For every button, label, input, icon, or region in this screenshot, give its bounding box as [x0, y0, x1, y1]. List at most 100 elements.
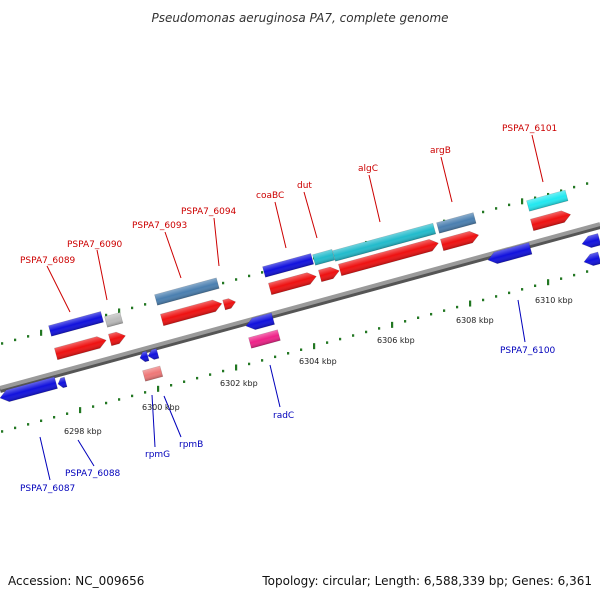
minor-tick [209, 373, 212, 376]
minor-tick [430, 312, 433, 316]
label-leaders [39, 134, 544, 481]
leader-line [96, 249, 108, 301]
minor-tick [248, 362, 251, 366]
cds-row2-a[interactable] [54, 335, 107, 361]
gene-label-pspa7-6093[interactable]: PSPA7_6093 [132, 221, 187, 231]
minor-tick [274, 355, 277, 359]
scale-label: 6304 kbp [299, 357, 337, 366]
minor-tick [1, 430, 4, 433]
minor-tick [183, 380, 186, 383]
gene-label-coabc[interactable]: coaBC [256, 191, 284, 201]
gene-label-pspa7-6100[interactable]: PSPA7_6100 [500, 346, 556, 356]
minor-tick [66, 412, 69, 415]
leader-line [517, 299, 526, 343]
cds-rev-rpmg[interactable] [139, 350, 150, 363]
scale-label: 6302 kbp [220, 379, 258, 388]
minor-tick [365, 330, 368, 334]
minor-tick [521, 288, 524, 291]
minor-tick [235, 278, 238, 281]
forward-gene-labels: PSPA7_6089 PSPA7_6090 PSPA7_6093 PSPA7_6… [20, 124, 557, 266]
leader-line [213, 217, 220, 267]
minor-tick [482, 210, 485, 214]
cds-argb[interactable] [436, 212, 477, 234]
minor-tick [92, 405, 95, 408]
cds-salmon[interactable] [142, 365, 164, 382]
minor-tick [300, 348, 303, 351]
minor-tick [222, 369, 225, 373]
leader-line [269, 364, 281, 408]
gene-label-pspa7-6088[interactable]: PSPA7_6088 [65, 469, 121, 479]
gene-label-rpmg[interactable]: rpmG [145, 450, 170, 460]
minor-tick [378, 327, 381, 330]
minor-tick [27, 335, 30, 338]
leader-line [164, 231, 182, 279]
minor-tick [508, 203, 511, 207]
gene-label-pspa7-6101[interactable]: PSPA7_6101 [502, 124, 557, 134]
minor-tick [131, 306, 134, 310]
cds-rev-rpmb[interactable] [147, 348, 160, 361]
gene-features [0, 189, 600, 404]
cds-algc[interactable] [332, 222, 437, 262]
major-tick [521, 198, 524, 205]
minor-tick [131, 394, 134, 398]
cds-coabc[interactable] [262, 253, 315, 278]
major-tick [313, 343, 316, 350]
minor-tick [144, 303, 147, 306]
cds-row2-i[interactable] [530, 209, 572, 232]
cds-row2-g[interactable] [338, 237, 440, 277]
leader-line [163, 395, 182, 438]
leader-line [46, 265, 71, 313]
cds-row2-h[interactable] [440, 229, 480, 252]
minor-tick [14, 338, 17, 342]
leader-line [440, 156, 453, 203]
cds-dut[interactable] [312, 249, 336, 266]
leader-line [368, 174, 381, 223]
cds-row2-e[interactable] [268, 271, 317, 296]
reverse-gene-labels: PSPA7_6087 PSPA7_6088 rpmG rpmB radC PSP… [20, 346, 556, 494]
cds-rev-edge[interactable] [580, 233, 600, 249]
gene-label-algc[interactable]: algC [358, 164, 378, 174]
major-tick [40, 329, 43, 336]
cds-pink[interactable] [248, 329, 281, 349]
gene-label-rpmb[interactable]: rpmB [179, 440, 203, 450]
cds-row2-d[interactable] [222, 297, 237, 311]
minor-tick [573, 185, 576, 189]
cds-rev-edge2[interactable] [582, 251, 600, 268]
gene-label-dut[interactable]: dut [297, 181, 312, 191]
cds-row2-f[interactable] [318, 265, 340, 283]
cds-pspa7-6090[interactable] [104, 312, 124, 328]
minor-tick [534, 284, 537, 288]
leader-line [39, 436, 51, 481]
gene-label-pspa7-6090[interactable]: PSPA7_6090 [67, 240, 123, 250]
gene-label-pspa7-6089[interactable]: PSPA7_6089 [20, 256, 76, 266]
minor-tick [495, 207, 498, 210]
minor-tick [443, 309, 446, 312]
gene-label-argb[interactable]: argB [430, 146, 451, 156]
cds-pspa7-6101[interactable] [526, 189, 569, 212]
map-title: Pseudomonas aeruginosa PA7, complete gen… [151, 11, 448, 25]
scale-label: 6306 kbp [377, 336, 415, 345]
major-tick [235, 364, 238, 371]
cds-rev-pspa7-6087[interactable] [0, 376, 58, 404]
cds-rev-radc[interactable] [244, 312, 275, 332]
minor-tick [586, 182, 589, 185]
scale-label: 6300 kbp [142, 403, 180, 412]
major-tick [79, 407, 82, 414]
major-tick [157, 385, 160, 392]
cds-rev-small[interactable] [57, 376, 68, 389]
minor-tick [118, 398, 121, 401]
gene-label-pspa7-6094[interactable]: PSPA7_6094 [181, 207, 237, 217]
cds-row2-c[interactable] [160, 298, 223, 327]
minor-tick [14, 426, 17, 430]
cds-pspa7-6093[interactable] [154, 277, 220, 306]
gene-label-pspa7-6087[interactable]: PSPA7_6087 [20, 484, 75, 494]
minor-tick [560, 277, 563, 280]
gene-label-radc[interactable]: radC [273, 411, 294, 421]
minor-tick [170, 384, 173, 387]
minor-tick [560, 189, 563, 192]
cds-rev-pspa7-6100[interactable] [486, 242, 533, 266]
major-tick [547, 279, 550, 286]
cds-row2-b[interactable] [108, 330, 127, 347]
cds-pspa7-6089[interactable] [48, 311, 104, 337]
